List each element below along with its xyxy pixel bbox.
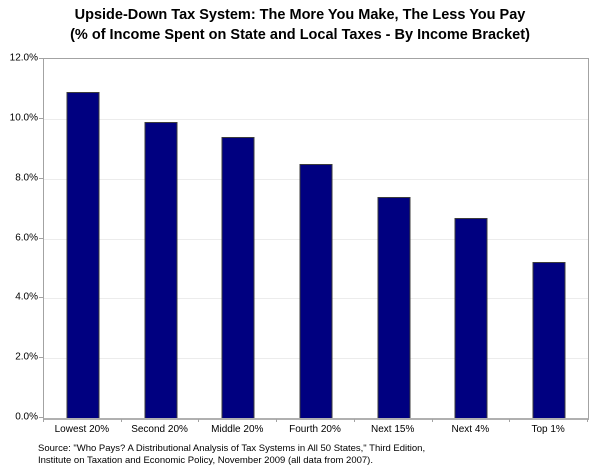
plot-area bbox=[43, 58, 589, 420]
x-axis-category-label: Next 4% bbox=[451, 424, 490, 435]
x-axis-category-label: Next 15% bbox=[371, 424, 415, 435]
y-axis-tick bbox=[39, 177, 43, 179]
y-axis-tick bbox=[39, 297, 43, 299]
x-axis-tick bbox=[43, 419, 44, 422]
x-axis-category-label: Fourth 20% bbox=[289, 424, 341, 435]
bar-second-20- bbox=[144, 121, 178, 418]
chart-title-line2: (% of Income Spent on State and Local Ta… bbox=[70, 27, 530, 43]
x-axis-category-label: Lowest 20% bbox=[54, 424, 110, 435]
bar-next-4- bbox=[454, 217, 488, 418]
gridline bbox=[44, 118, 588, 120]
x-axis-tick bbox=[587, 419, 588, 422]
y-axis-tick bbox=[39, 117, 43, 119]
bar-middle-20- bbox=[221, 136, 255, 418]
bar-slot bbox=[122, 59, 200, 418]
y-axis-tick-label: 2.0% bbox=[15, 351, 38, 363]
x-axis-tick bbox=[509, 419, 511, 422]
bar-fourth-20- bbox=[299, 163, 333, 418]
x-axis-tick bbox=[198, 419, 200, 422]
bar-slot bbox=[199, 59, 277, 418]
y-axis-tick-label: 8.0% bbox=[15, 172, 38, 184]
bar-slot bbox=[355, 59, 433, 418]
y-axis-tick-label: 10.0% bbox=[9, 112, 38, 124]
x-axis-category-label: Top 1% bbox=[531, 424, 565, 435]
y-axis-tick bbox=[39, 417, 43, 418]
y-axis-tick-label: 4.0% bbox=[15, 291, 38, 303]
x-axis-tick bbox=[353, 419, 355, 422]
y-axis-tick bbox=[39, 357, 43, 359]
bar-top-1- bbox=[532, 262, 566, 418]
bar-slot bbox=[277, 59, 355, 418]
y-axis-tick-label: 0.0% bbox=[15, 411, 38, 423]
chart-title: Upside-Down Tax System: The More You Mak… bbox=[0, 5, 600, 45]
x-axis-tick bbox=[276, 419, 278, 422]
x-axis-tick bbox=[120, 419, 122, 422]
source-line2: Institute on Taxation and Economic Polic… bbox=[38, 454, 373, 466]
y-axis-tick bbox=[39, 237, 43, 239]
x-axis-tick bbox=[431, 419, 433, 422]
bar-slot bbox=[44, 59, 122, 418]
x-axis-category-label: Second 20% bbox=[131, 424, 188, 435]
y-axis-tick-label: 6.0% bbox=[15, 232, 38, 243]
source-citation: Source: "Who Pays? A Distributional Anal… bbox=[38, 443, 425, 466]
y-axis-tick bbox=[39, 58, 43, 59]
y-axis-tick-label: 12.0% bbox=[9, 52, 38, 64]
x-axis-category-label: Middle 20% bbox=[211, 424, 264, 435]
bar-slot bbox=[433, 59, 511, 418]
bar-lowest-20- bbox=[66, 91, 100, 418]
chart-title-line1: Upside-Down Tax System: The More You Mak… bbox=[74, 7, 526, 23]
source-line1: Source: "Who Pays? A Distributional Anal… bbox=[38, 443, 426, 454]
bar-next-15- bbox=[377, 196, 411, 418]
bar-slot bbox=[510, 59, 588, 418]
